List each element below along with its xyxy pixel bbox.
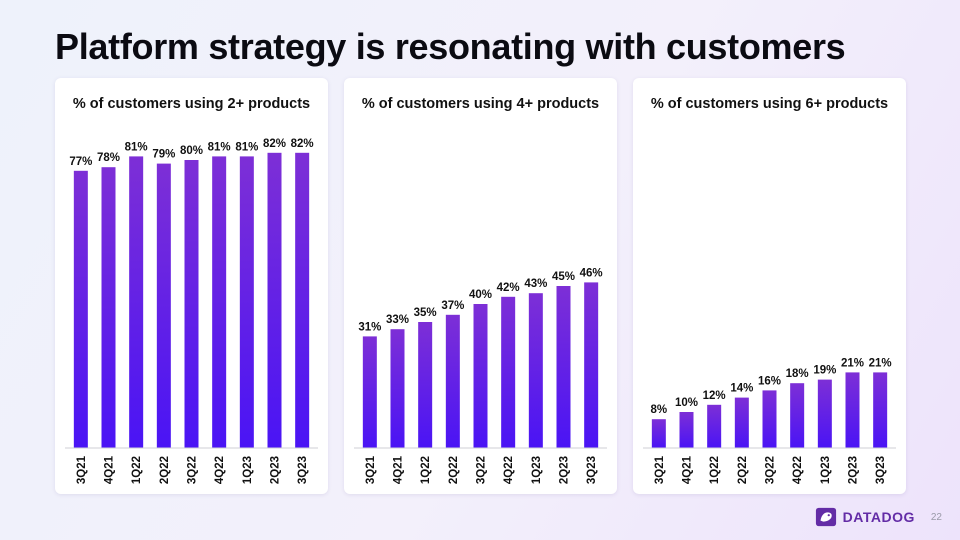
data-label: 46% <box>580 267 603 279</box>
chart-panel-6plus: % of customers using 6+ products 8% 3Q21 1… <box>633 78 906 494</box>
x-tick-label: 3Q23 <box>297 456 309 484</box>
x-tick-label: 1Q23 <box>531 456 543 484</box>
bar-4Q21 <box>390 329 405 448</box>
x-tick-label: 2Q22 <box>159 456 171 484</box>
chart-title: % of customers using 4+ products <box>361 96 600 112</box>
data-label: 35% <box>414 307 437 319</box>
x-tick-label: 1Q23 <box>820 456 832 484</box>
chart-title: % of customers using 2+ products <box>72 96 311 112</box>
bar-4Q21 <box>679 412 694 448</box>
bar-1Q22 <box>418 322 433 448</box>
bar-chart-4plus: 31% 3Q21 33% 4Q21 35% 1Q22 37% 2Q22 40% 3Q22 42% 4Q… <box>354 267 607 484</box>
bar-chart-2plus: 77% 3Q21 78% 4Q21 81% 1Q22 79% 2Q22 80% 3Q22 81% 4Q… <box>65 138 318 484</box>
data-label: 10% <box>675 397 698 409</box>
data-label: 14% <box>730 383 753 395</box>
x-tick-label: 4Q22 <box>503 456 515 484</box>
data-label: 78% <box>97 152 120 164</box>
bar-3Q22 <box>762 390 777 448</box>
bar-3Q23 <box>295 152 310 449</box>
data-label: 33% <box>386 314 409 326</box>
bar-3Q22 <box>473 304 488 448</box>
data-label: 82% <box>291 138 314 150</box>
bar-4Q22 <box>501 296 516 448</box>
x-tick-label: 3Q23 <box>875 456 887 484</box>
x-tick-label: 2Q22 <box>737 456 749 484</box>
bar-1Q22 <box>707 404 722 448</box>
x-tick-label: 2Q23 <box>848 456 860 484</box>
data-label: 31% <box>358 321 381 333</box>
x-tick-label: 3Q21 <box>654 455 666 484</box>
data-label: 19% <box>813 365 836 377</box>
data-label: 80% <box>180 145 203 157</box>
bar-3Q23 <box>584 282 599 448</box>
x-tick-label: 4Q22 <box>792 456 804 484</box>
data-label: 18% <box>786 368 809 380</box>
data-label: 77% <box>69 156 92 168</box>
x-tick-label: 3Q22 <box>187 456 199 484</box>
data-label: 21% <box>869 357 892 369</box>
bar-2Q22 <box>156 163 171 448</box>
chart-title: % of customers using 6+ products <box>650 96 889 112</box>
datadog-logo-icon <box>815 507 836 527</box>
bar-1Q23 <box>239 156 254 448</box>
x-tick-label: 4Q21 <box>393 455 405 484</box>
bar-2Q23 <box>267 152 282 449</box>
bar-1Q22 <box>129 156 144 448</box>
data-label: 37% <box>441 300 464 312</box>
bar-chart-6plus: 8% 3Q21 10% 4Q21 12% 1Q22 14% 2Q22 16% 3Q22 18% 4Q2… <box>643 357 896 484</box>
footer: DATADOG 22 <box>815 506 942 528</box>
data-label: 43% <box>524 278 547 290</box>
x-tick-label: 4Q21 <box>682 455 694 484</box>
x-tick-label: 4Q21 <box>104 455 116 484</box>
data-label: 12% <box>703 390 726 402</box>
page-number: 22 <box>930 511 942 523</box>
bar-3Q21 <box>651 419 666 448</box>
bar-2Q22 <box>734 397 749 448</box>
bar-3Q21 <box>73 170 88 449</box>
x-tick-label: 3Q23 <box>586 456 598 484</box>
data-label: 82% <box>263 138 286 150</box>
x-tick-label: 2Q23 <box>559 456 571 484</box>
chart-panel-4plus: % of customers using 4+ products 31% 3Q21… <box>344 78 617 494</box>
x-tick-label: 3Q21 <box>365 455 377 484</box>
bar-3Q23 <box>873 372 888 448</box>
bar-2Q22 <box>445 314 460 448</box>
bar-3Q21 <box>362 336 377 448</box>
data-label: 81% <box>208 141 231 153</box>
data-label: 40% <box>469 289 492 301</box>
bar-3Q22 <box>184 160 199 448</box>
logo-text: DATADOG <box>842 509 915 525</box>
bar-4Q21 <box>101 167 116 448</box>
bar-4Q22 <box>790 383 805 448</box>
data-label: 79% <box>152 149 175 161</box>
x-tick-label: 2Q22 <box>448 456 460 484</box>
data-label: 42% <box>497 282 520 294</box>
x-tick-label: 1Q22 <box>131 456 143 484</box>
x-tick-label: 1Q23 <box>242 456 254 484</box>
data-label: 16% <box>758 375 781 387</box>
slide-title: Platform strategy is resonating with cus… <box>55 26 846 67</box>
bar-2Q23 <box>845 372 860 448</box>
x-tick-label: 3Q22 <box>765 456 777 484</box>
x-tick-label: 1Q22 <box>420 456 432 484</box>
bar-2Q23 <box>556 286 571 448</box>
data-label: 81% <box>125 141 148 153</box>
bar-1Q23 <box>528 293 543 448</box>
data-label: 81% <box>235 141 258 153</box>
data-label: 21% <box>841 357 864 369</box>
x-tick-label: 1Q22 <box>709 456 721 484</box>
x-tick-label: 3Q21 <box>76 455 88 484</box>
chart-panel-2plus: % of customers using 2+ products 77% 3Q21… <box>55 78 328 494</box>
bar-4Q22 <box>212 156 227 448</box>
x-tick-label: 4Q22 <box>214 456 226 484</box>
data-label: 45% <box>552 271 575 283</box>
data-label: 8% <box>651 404 668 416</box>
bar-1Q23 <box>817 379 832 448</box>
x-tick-label: 2Q23 <box>270 456 282 484</box>
x-tick-label: 3Q22 <box>476 456 488 484</box>
